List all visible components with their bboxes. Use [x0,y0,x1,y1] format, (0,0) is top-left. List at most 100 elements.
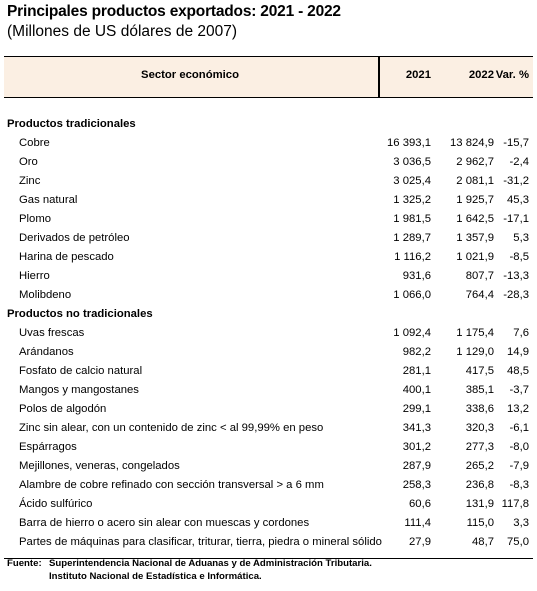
value-2021: 258,3 [402,479,431,491]
value-2022: 1 021,9 [456,251,494,263]
value-2022: 13 824,9 [450,137,494,149]
value-2021: 1 066,0 [393,289,431,301]
value-2022: 277,3 [465,441,494,453]
table-row: Plomo 1 981,5 1 642,5 -17,1 [4,210,533,229]
product-label: Barra de hierro o acero sin alear con mu… [19,517,310,529]
header-sector: Sector económico [141,69,239,81]
table-body: Productos tradicionales Cobre 16 393,1 13 8… [4,98,533,559]
table-row: Mejillones, veneras, congelados 287,9 265,… [4,457,533,476]
value-var: -8,3 [509,479,529,491]
table-row: Cobre 16 393,1 13 824,9 -15,7 [4,134,533,153]
product-label: Derivados de petróleo [19,232,130,244]
value-2022: 2 962,7 [456,156,494,168]
group-label: Productos no tradicionales [7,308,153,320]
table-header: Sector económico 2021 2022 Var. % [4,56,533,98]
table-group-row: Productos no tradicionales [4,305,533,324]
value-2021: 3 036,5 [393,156,431,168]
header-divider [378,57,380,97]
product-label: Oro [19,156,38,168]
product-label: Gas natural [19,194,78,206]
product-label: Hierro [19,270,50,282]
value-2021: 1 289,7 [393,232,431,244]
table-row: Zinc 3 025,4 2 081,1 -31,2 [4,172,533,191]
source-label: Fuente: [7,558,42,569]
table-row: Molibdeno 1 066,0 764,4 -28,3 [4,286,533,305]
table-row: Mangos y mangostanes 400,1 385,1 -3,7 [4,381,533,400]
source-line-2: Instituto Nacional de Estadística e Info… [49,570,262,582]
value-2021: 1 116,2 [394,251,431,263]
product-label: Mangos y mangostanes [19,384,139,396]
value-2021: 27,9 [409,536,431,548]
value-var: -15,7 [503,137,529,149]
value-2022: 1 925,7 [456,194,494,206]
value-var: -2,4 [509,156,529,168]
value-2021: 1 981,5 [393,213,431,225]
value-2021: 301,2 [402,441,431,453]
value-2022: 48,7 [472,536,494,548]
value-var: -3,7 [509,384,529,396]
value-2022: 131,9 [465,498,494,510]
product-label: Ácido sulfúrico [19,498,93,510]
value-var: 3,3 [513,517,529,529]
value-2022: 115,0 [466,517,494,529]
header-2022: 2022 [468,69,494,81]
value-2022: 236,8 [465,479,494,491]
value-2021: 1 325,2 [393,194,431,206]
table-group-row: Productos tradicionales [4,115,533,134]
value-2022: 2 081,1 [456,175,494,187]
table-row: Espárragos 301,2 277,3 -8,0 [4,438,533,457]
table-row: Fosfato de calcio natural 281,1 417,5 48,5 [4,362,533,381]
value-var: 75,0 [507,536,529,548]
value-var: -7,9 [509,460,529,472]
value-2021: 1 092,4 [393,327,431,339]
product-label: Espárragos [19,441,77,453]
product-label: Fosfato de calcio natural [19,365,143,377]
value-2022: 764,4 [465,289,494,301]
page-title: Principales productos exportados: 2021 -… [7,3,341,20]
product-label: Alambre de cobre refinado con sección tr… [19,479,324,491]
product-label: Uvas frescas [19,327,85,339]
value-var: -6,1 [509,422,529,434]
exports-table: Sector económico 2021 2022 Var. % Produc… [4,56,533,559]
value-var: -13,3 [503,270,529,282]
value-2022: 320,3 [465,422,494,434]
value-2021: 281,1 [402,365,431,377]
table-row: Ácido sulfúrico 60,6 131,9 117,8 [4,495,533,514]
value-2021: 60,6 [409,498,431,510]
product-label: Polos de algodón [19,403,107,415]
value-var: -17,1 [503,213,529,225]
value-2021: 3 025,4 [393,175,431,187]
value-2021: 299,1 [402,403,431,415]
group-label: Productos tradicionales [7,118,136,130]
value-2022: 1 175,4 [456,327,494,339]
value-2021: 341,3 [402,422,431,434]
value-2021: 982,2 [402,346,431,358]
product-label: Molibdeno [19,289,72,301]
value-2021: 287,9 [402,460,431,472]
source-line-1: Superintendencia Nacional de Aduanas y d… [49,558,372,569]
value-var: -8,0 [509,441,529,453]
table-row: Zinc sin alear, con un contenido de zinc… [4,419,533,438]
value-2022: 1 129,0 [456,346,494,358]
value-2022: 1 642,5 [456,213,494,225]
value-2022: 385,1 [465,384,494,396]
page-subtitle: (Millones de US dólares de 2007) [7,23,238,40]
value-2022: 417,5 [465,365,494,377]
value-2022: 265,2 [465,460,494,472]
product-label: Harina de pescado [19,251,114,263]
value-var: -8,5 [509,251,529,263]
value-2022: 338,6 [465,403,494,415]
value-2022: 807,7 [465,270,494,282]
source-note: Fuente: Superintendencia Nacional de Adua… [7,558,372,583]
value-var: 5,3 [513,232,529,244]
value-var: 13,2 [507,403,529,415]
table-row: Uvas frescas 1 092,4 1 175,4 7,6 [4,324,533,343]
value-var: 45,3 [507,194,529,206]
table-row: Oro 3 036,5 2 962,7 -2,4 [4,153,533,172]
product-label: Mejillones, veneras, congelados [19,460,180,472]
table-row: Alambre de cobre refinado con sección tr… [4,476,533,495]
table-row: Derivados de petróleo 1 289,7 1 357,9 5,3 [4,229,533,248]
value-2021: 400,1 [402,384,431,396]
value-var: -31,2 [503,175,529,187]
value-2021: 111,4 [404,517,431,529]
